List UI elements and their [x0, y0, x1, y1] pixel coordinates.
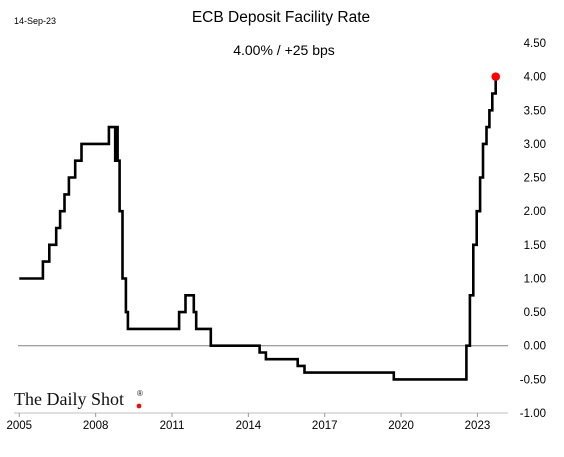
- y-tick-label: 4.00: [524, 72, 546, 84]
- series-group: [19, 72, 501, 381]
- y-tick-label: -1.00: [520, 408, 546, 420]
- x-tick-group: 2005 2008 2011 2014 2017 2020 2023: [6, 413, 490, 432]
- chart-title: ECB Deposit Facility Rate: [192, 9, 370, 26]
- x-tick-label: 2023: [465, 420, 491, 432]
- brand-name: The Daily Shot: [14, 389, 124, 409]
- x-tick-label: 2005: [6, 420, 32, 432]
- y-tick-label: -0.50: [520, 374, 546, 386]
- x-tick-label: 2008: [83, 420, 109, 432]
- y-tick-label: 1.50: [524, 240, 546, 252]
- brand-dot-icon: [136, 403, 142, 409]
- x-tick-label: 2014: [236, 420, 262, 432]
- y-tick-label: 2.00: [524, 206, 546, 218]
- y-tick-group: -1.00 -0.50 0.00 0.50 1.00 1.50 2.00 2.50 3.00 3.…: [520, 38, 546, 420]
- brand-logo: The Daily Shot ®: [14, 389, 143, 409]
- x-tick-label: 2020: [388, 420, 414, 432]
- chart-subtitle: 4.00% / +25 bps: [233, 42, 335, 58]
- date-label: 14-Sep-23: [14, 16, 56, 26]
- y-tick-label: 4.50: [524, 38, 546, 50]
- y-tick-label: 3.00: [524, 139, 546, 151]
- x-tick-label: 2017: [312, 420, 338, 432]
- y-tick-label: 1.00: [524, 273, 546, 285]
- last-point-marker: [491, 72, 501, 81]
- y-tick-label: 3.50: [524, 105, 546, 117]
- brand-registered-mark: ®: [137, 389, 143, 398]
- y-tick-label: 2.50: [524, 173, 546, 185]
- y-tick-label: 0.50: [524, 307, 546, 319]
- x-tick-label: 2011: [160, 420, 185, 432]
- y-tick-label: 0.00: [524, 341, 546, 353]
- series-line: [19, 76, 497, 381]
